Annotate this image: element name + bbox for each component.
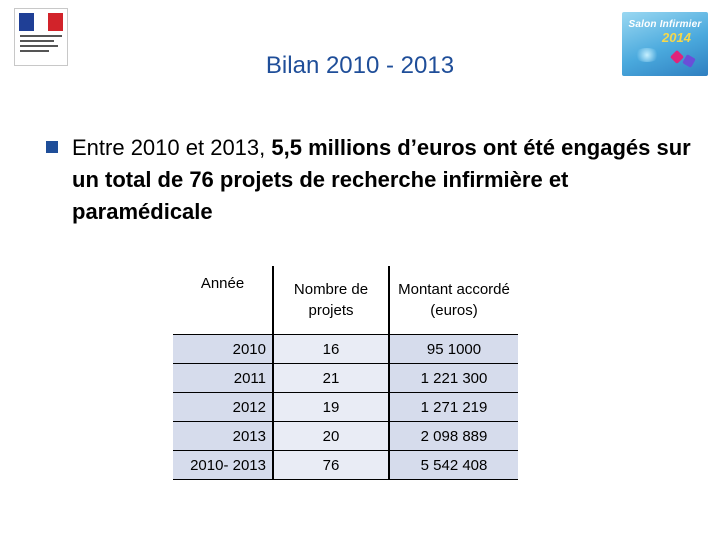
header-montant: Montant accordé (euros) [388, 266, 518, 335]
cell-count: 20 [273, 421, 389, 451]
cell-count: 76 [273, 450, 389, 480]
cell-amount: 1 221 300 [388, 363, 518, 393]
cell-amount: 5 542 408 [388, 450, 518, 480]
ministry-logo [14, 8, 68, 66]
table-row: 2013 20 2 098 889 [173, 421, 518, 451]
bullet-intro: Entre 2010 et 2013, [72, 135, 272, 160]
slide-title: Bilan 2010 - 2013 [265, 52, 455, 79]
cell-count: 21 [273, 363, 389, 393]
cell-year: 2010- 2013 [173, 450, 274, 480]
ministry-logo-text-lines [20, 35, 62, 55]
cell-year: 2012 [173, 392, 274, 422]
salon-glow-shape [634, 48, 660, 62]
cell-amount: 1 271 219 [388, 392, 518, 422]
salon-infirmier-logo-icon: Salon Infirmier 2014 [622, 12, 708, 76]
cell-year: 2010 [173, 334, 274, 364]
table-header-row: Année Nombre de projets Montant accordé … [173, 266, 518, 335]
table-row-total: 2010- 2013 76 5 542 408 [173, 450, 518, 480]
bullet-emphasis: 5,5 millions d’euros ont été engagés sur… [72, 135, 691, 224]
header-nombre-projets: Nombre de projets [273, 266, 389, 335]
marianne-logo-icon [19, 13, 64, 31]
projects-table: Année Nombre de projets Montant accordé … [173, 266, 518, 480]
cell-amount: 95 1000 [388, 334, 518, 364]
cell-year: 2011 [173, 363, 274, 393]
bullet-square-icon [46, 141, 58, 153]
header-annee: Année [173, 266, 274, 335]
cell-amount: 2 098 889 [388, 421, 518, 451]
bullet-paragraph: Entre 2010 et 2013, 5,5 millions d’euros… [72, 132, 692, 228]
table-row: 2011 21 1 221 300 [173, 363, 518, 393]
salon-logo-line1: Salon Infirmier [628, 19, 702, 30]
cell-count: 19 [273, 392, 389, 422]
salon-logo-year: 2014 [662, 30, 691, 45]
table-row: 2010 16 95 1000 [173, 334, 518, 364]
cell-year: 2013 [173, 421, 274, 451]
cell-count: 16 [273, 334, 389, 364]
table-row: 2012 19 1 271 219 [173, 392, 518, 422]
